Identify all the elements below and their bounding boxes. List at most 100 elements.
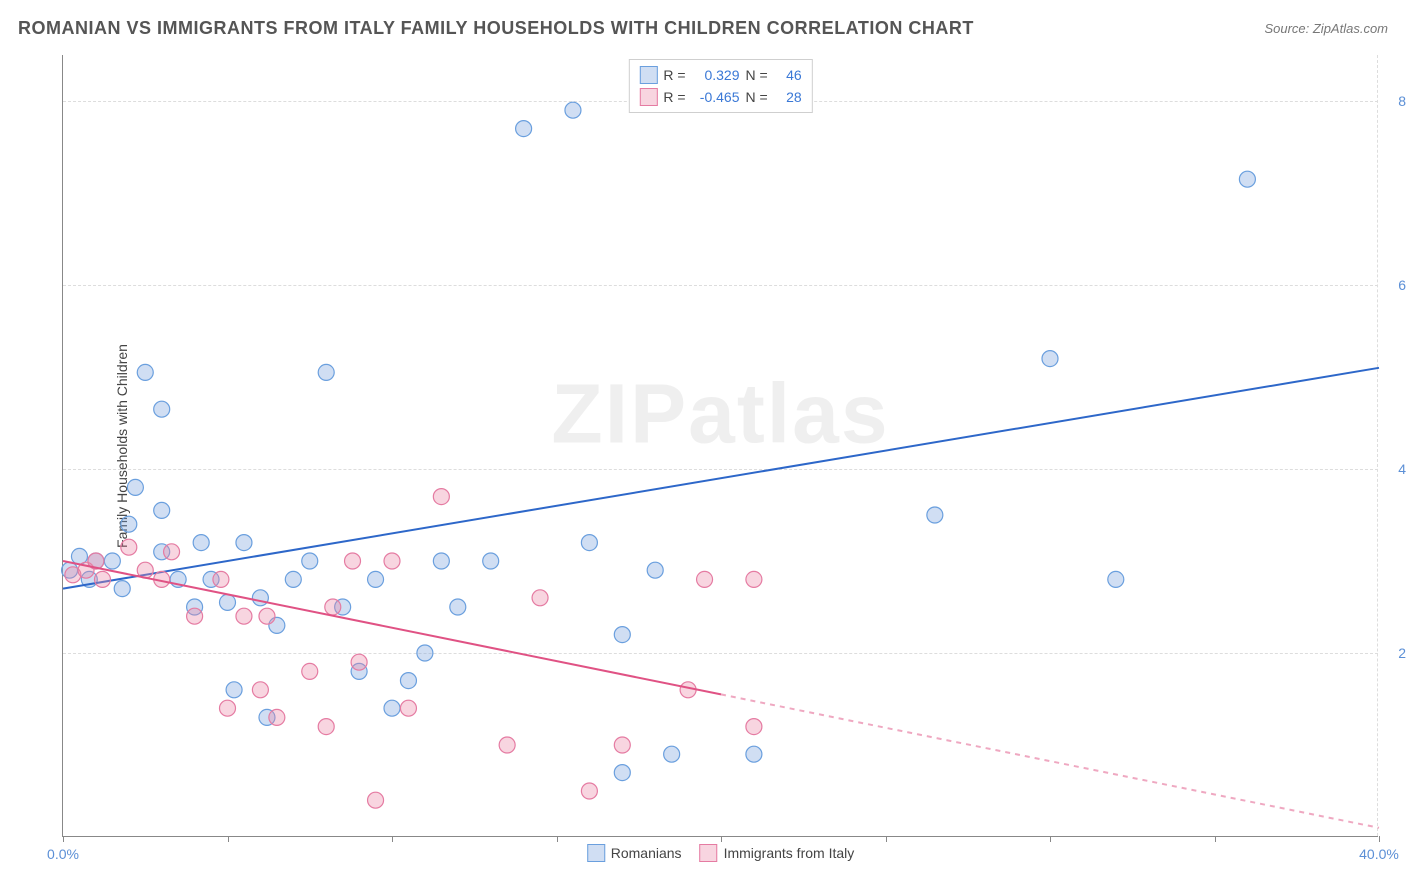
swatch-icon [587,844,605,862]
data-point [318,364,334,380]
data-point [664,746,680,762]
data-point [516,121,532,137]
data-point [127,479,143,495]
data-point [614,737,630,753]
data-point [154,502,170,518]
n-value: 28 [774,89,802,105]
data-point [114,581,130,597]
x-tick [63,836,64,842]
chart-title: ROMANIAN VS IMMIGRANTS FROM ITALY FAMILY… [18,18,974,39]
data-point [220,700,236,716]
x-tick [1215,836,1216,842]
data-point [302,663,318,679]
source-attribution: Source: ZipAtlas.com [1264,21,1388,36]
data-point [252,590,268,606]
legend-label: Romanians [611,845,682,861]
x-tick [228,836,229,842]
trend-line [63,368,1379,589]
data-point [614,765,630,781]
scatter-svg [63,55,1378,836]
data-point [746,571,762,587]
x-tick [721,836,722,842]
data-point [104,553,120,569]
n-value: 46 [774,67,802,83]
data-point [94,571,110,587]
y-tick-label: 80.0% [1383,93,1406,109]
data-point [581,535,597,551]
data-point [213,571,229,587]
x-tick [1379,836,1380,842]
data-point [154,401,170,417]
x-tick [557,836,558,842]
data-point [325,599,341,615]
y-tick-label: 40.0% [1383,461,1406,477]
data-point [164,544,180,560]
bottom-legend: Romanians Immigrants from Italy [587,844,855,862]
data-point [499,737,515,753]
trend-line [721,694,1379,827]
stats-row: R = 0.329 N = 46 [639,64,801,86]
data-point [1042,351,1058,367]
legend-item-romanians: Romanians [587,844,682,862]
x-tick-label: 40.0% [1359,846,1399,862]
swatch-icon [700,844,718,862]
data-point [532,590,548,606]
data-point [384,700,400,716]
swatch-icon [639,88,657,106]
data-point [746,719,762,735]
data-point [302,553,318,569]
data-point [368,571,384,587]
data-point [193,535,209,551]
data-point [450,599,466,615]
data-point [565,102,581,118]
legend-label: Immigrants from Italy [724,845,855,861]
data-point [384,553,400,569]
stats-panel: R = 0.329 N = 46 R = -0.465 N = 28 [628,59,812,113]
chart-plot-area: ZIPatlas 20.0%40.0%60.0%80.0% 0.0%40.0% … [62,55,1378,837]
data-point [483,553,499,569]
data-point [351,654,367,670]
data-point [927,507,943,523]
x-tick [886,836,887,842]
data-point [220,594,236,610]
data-point [746,746,762,762]
data-point [269,709,285,725]
data-point [417,645,433,661]
data-point [368,792,384,808]
x-tick-label: 0.0% [47,846,79,862]
data-point [285,571,301,587]
data-point [236,535,252,551]
data-point [433,489,449,505]
data-point [697,571,713,587]
n-label: N = [746,67,768,83]
data-point [259,608,275,624]
n-label: N = [746,89,768,105]
data-point [433,553,449,569]
swatch-icon [639,66,657,84]
r-value: 0.329 [692,67,740,83]
data-point [236,608,252,624]
data-point [121,539,137,555]
data-point [1108,571,1124,587]
data-point [581,783,597,799]
data-point [121,516,137,532]
data-point [137,364,153,380]
r-label: R = [663,67,685,83]
data-point [187,608,203,624]
y-tick-label: 60.0% [1383,277,1406,293]
data-point [1239,171,1255,187]
r-value: -0.465 [692,89,740,105]
data-point [647,562,663,578]
data-point [345,553,361,569]
x-tick [392,836,393,842]
data-point [226,682,242,698]
data-point [614,627,630,643]
x-tick [1050,836,1051,842]
data-point [252,682,268,698]
stats-row: R = -0.465 N = 28 [639,86,801,108]
data-point [318,719,334,735]
data-point [400,700,416,716]
data-point [400,673,416,689]
r-label: R = [663,89,685,105]
y-tick-label: 20.0% [1383,645,1406,661]
